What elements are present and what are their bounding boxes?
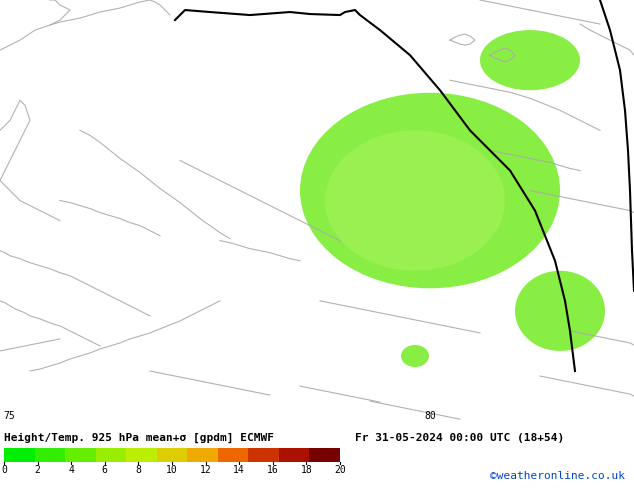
Bar: [34, 448, 65, 462]
Text: 18: 18: [301, 465, 313, 475]
Text: 14: 14: [233, 465, 245, 475]
Bar: [309, 448, 340, 462]
Text: 12: 12: [200, 465, 212, 475]
Ellipse shape: [480, 30, 580, 90]
Text: Height/Temp. 925 hPa mean+σ [gpdm] ECMWF: Height/Temp. 925 hPa mean+σ [gpdm] ECMWF: [4, 433, 274, 443]
Text: 20: 20: [334, 465, 346, 475]
Ellipse shape: [401, 345, 429, 367]
Text: 75: 75: [3, 411, 15, 421]
Text: 80: 80: [424, 411, 436, 421]
Text: 10: 10: [166, 465, 178, 475]
Bar: [279, 448, 309, 462]
Bar: [65, 448, 96, 462]
Ellipse shape: [515, 271, 605, 351]
Bar: [126, 448, 157, 462]
Bar: [249, 448, 279, 462]
Bar: [218, 448, 249, 462]
Bar: [157, 448, 187, 462]
Ellipse shape: [300, 93, 560, 288]
Text: 2: 2: [35, 465, 41, 475]
Bar: [187, 448, 218, 462]
Text: 6: 6: [102, 465, 108, 475]
Text: 8: 8: [136, 465, 141, 475]
Bar: [4, 448, 34, 462]
Ellipse shape: [325, 130, 505, 271]
Text: 16: 16: [267, 465, 279, 475]
Text: Fr 31-05-2024 00:00 UTC (18+54): Fr 31-05-2024 00:00 UTC (18+54): [355, 433, 564, 443]
Bar: [96, 448, 126, 462]
Text: 0: 0: [1, 465, 7, 475]
Text: ©weatheronline.co.uk: ©weatheronline.co.uk: [490, 471, 625, 481]
Text: 4: 4: [68, 465, 74, 475]
